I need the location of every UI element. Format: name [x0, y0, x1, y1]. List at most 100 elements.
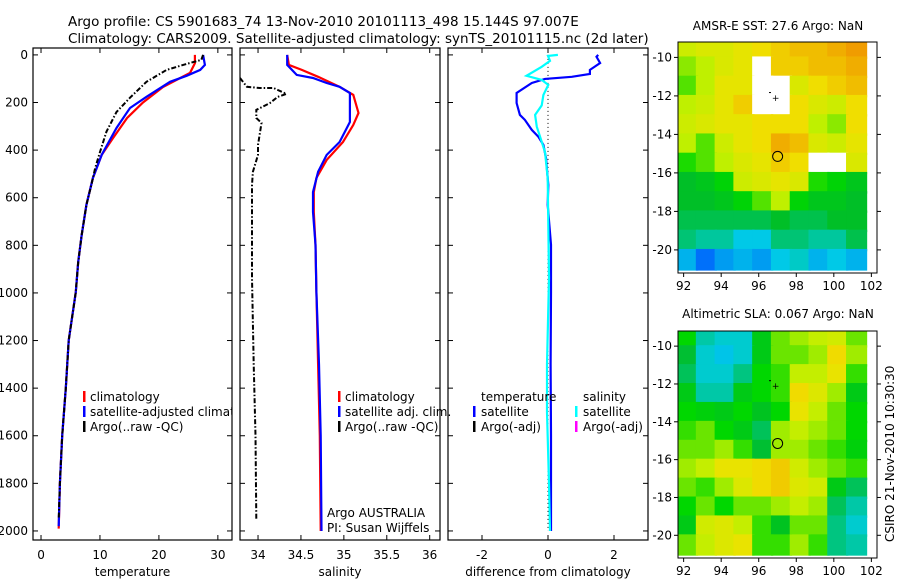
heatmap-cell: [733, 401, 755, 424]
heatmap-cell: [733, 331, 755, 348]
heatmap-cell: [808, 364, 830, 386]
heatmap-cell: [827, 331, 849, 348]
series-line-temperature-satellite: [515, 54, 602, 531]
legend-swatch-satellite: [338, 406, 341, 417]
heatmap-cell: [678, 383, 699, 405]
heatmap-cell: [846, 534, 868, 556]
heatmap-cell: [789, 534, 811, 556]
heatmap-cell: [733, 248, 755, 271]
heatmap-cell: [695, 345, 717, 367]
heatmap-cell: [678, 364, 699, 386]
heatmap-cell: [714, 439, 736, 462]
heatmap-cell: [752, 42, 774, 59]
heatmap-cell: [695, 171, 717, 194]
heatmap-cell: [808, 210, 830, 233]
heatmap-cell: [827, 496, 849, 518]
heatmap-cell: [846, 56, 868, 79]
x-tick-label: 35.5: [373, 548, 400, 562]
heatmap-cell: [827, 75, 849, 98]
x-tick-label: -2: [476, 548, 488, 562]
heatmap-cell: [714, 458, 736, 480]
heatmap-cell: [846, 383, 868, 405]
heatmap-cell: [770, 477, 793, 499]
heatmap-cell: [695, 477, 717, 499]
heatmap-cell: [678, 458, 699, 480]
heatmap-cell: [827, 534, 849, 556]
legend-title-salinity: salinity: [583, 390, 626, 404]
heatmap-cell: [770, 364, 793, 386]
heatmap-cell: [714, 152, 736, 175]
legend-label: Argo(..raw -QC): [345, 420, 438, 434]
heatmap-cell: [789, 439, 811, 462]
temperature-series-group: [57, 54, 207, 529]
heatmap-cell: [808, 75, 830, 98]
y-tick-label: 1600: [0, 429, 28, 443]
series-line-climatology: [57, 54, 196, 529]
heatmap-cell: [695, 515, 717, 537]
salinity-axis-label: salinity: [318, 565, 361, 579]
heatmap-cell: [678, 515, 699, 537]
heatmap-cell: [752, 191, 774, 213]
heatmap-cell: [678, 477, 699, 499]
heatmap-cell: [846, 94, 868, 117]
heatmap-cell: [733, 133, 755, 156]
heatmap-cell: [752, 75, 774, 98]
legend-label: satellite: [583, 405, 631, 419]
heatmap-cell: [714, 75, 736, 98]
heatmap-cell: [846, 191, 868, 213]
heatmap-cell: [789, 75, 811, 98]
heatmap-cell: [752, 515, 774, 537]
heatmap-cell: [733, 114, 755, 136]
series-line-satellite-adj-clim-: [286, 54, 351, 532]
heatmap-cell: [827, 248, 849, 271]
heatmap-cell: [733, 458, 755, 480]
heatmap-cell: [752, 458, 774, 480]
heatmap-cell: [770, 534, 793, 556]
heatmap-cell: [752, 152, 774, 175]
x-tick-label: 20: [151, 548, 166, 562]
heatmap-cell: [733, 42, 755, 59]
heatmap-cell: [808, 477, 830, 499]
heatmap-cell: [846, 439, 868, 462]
heatmap-cell: [827, 133, 849, 156]
y-tick-label: 1400: [0, 381, 28, 395]
heatmap-cell: [752, 496, 774, 518]
y-tick-label: -14: [652, 415, 672, 429]
heatmap-cell: [770, 152, 793, 175]
heatmap-cell: [714, 171, 736, 194]
sla-map-frame: [677, 330, 878, 559]
heatmap-cell: [678, 248, 699, 271]
heatmap-cell: [695, 496, 717, 518]
heatmap-cell: [789, 56, 811, 79]
heatmap-cell: [714, 133, 736, 156]
salinity-legend: climatology satellite adj. clim. Argo(..…: [338, 390, 451, 434]
heatmap-cell: [789, 94, 811, 117]
heatmap-cell: [752, 56, 774, 79]
y-tick-label: -20: [652, 528, 672, 542]
y-tick-label: -10: [652, 339, 672, 353]
heatmap-cell: [695, 133, 717, 156]
heatmap-cell: [789, 331, 811, 348]
heatmap-cell: [789, 458, 811, 480]
heatmap-cell: [695, 331, 717, 348]
heatmap-cell: [695, 248, 717, 271]
heatmap-cell: [752, 133, 774, 156]
heatmap-cell: [733, 171, 755, 194]
heatmap-cell: [695, 401, 717, 424]
heatmap-cell: [846, 401, 868, 424]
heatmap-cell: [808, 458, 830, 480]
legend-label: Argo(..raw -QC): [90, 420, 183, 434]
heatmap-cell: [808, 496, 830, 518]
x-tick-label: 0: [544, 548, 552, 562]
x-tick-label: 35: [336, 548, 351, 562]
temperature-legend: climatology satellite-adjusted climatolo…: [83, 390, 232, 434]
difference-panel: -2 0 2 difference from climatology: [447, 47, 649, 579]
y-tick-label: 200: [5, 96, 28, 110]
heatmap-cell: [808, 191, 830, 213]
legend-label: satellite adj. clim.: [345, 405, 451, 419]
sst-map: +92 94 96 98 100 102 -10 -12 -14 -16 -18 -20: [652, 41, 883, 293]
legend-swatch-temp-satellite: [473, 406, 476, 417]
heatmap-cell: [789, 191, 811, 213]
heatmap-cell: [733, 191, 755, 213]
legend-label: Argo(-adj): [583, 420, 643, 434]
